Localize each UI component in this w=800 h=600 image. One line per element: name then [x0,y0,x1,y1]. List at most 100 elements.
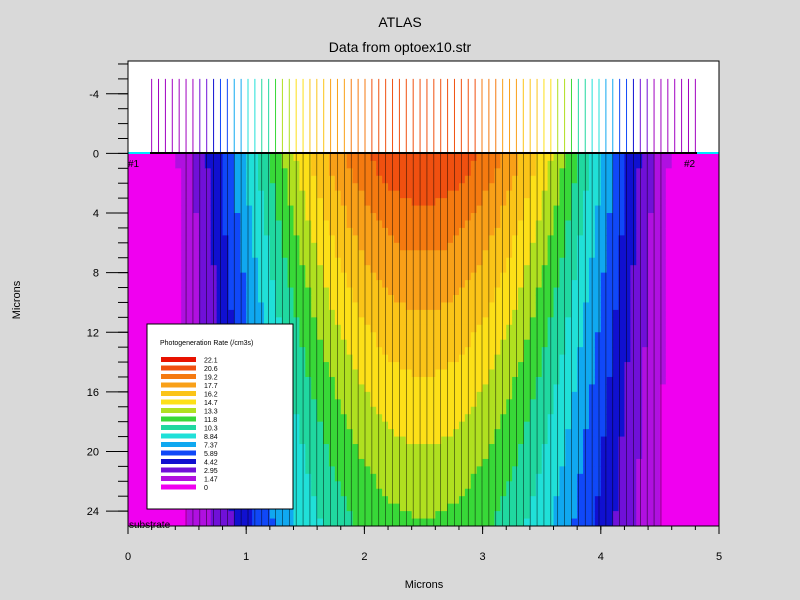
heatmap-cell [263,160,271,169]
heatmap-cell [139,444,147,453]
heatmap-cell [612,473,620,482]
heatmap-cell [571,257,578,266]
heatmap-cell [417,220,425,229]
heatmap-cell [594,235,602,244]
heatmap-cell [453,294,460,304]
heatmap-cell [435,369,442,378]
heatmap-cell [683,250,691,259]
heatmap-cell [659,168,667,177]
heatmap-cell [281,183,289,192]
heatmap-cell [683,339,691,348]
heatmap-cell [606,384,614,393]
heatmap-cell [594,280,602,289]
heatmap-cell [618,444,626,453]
heatmap-cell [435,518,442,526]
heatmap-cell [458,280,466,289]
heatmap-cell [128,272,135,281]
heatmap-cell [665,414,673,423]
heatmap-cell [677,309,685,318]
heatmap-cell [689,309,696,318]
heatmap-cell [606,213,614,222]
heatmap-cell [340,302,348,311]
heatmap-cell [435,227,442,236]
heatmap-cell [399,272,407,281]
heatmap-cell [429,153,436,162]
heatmap-cell [198,153,206,162]
heatmap-cell [417,354,425,363]
heatmap-cell [636,280,643,289]
heatmap-cell [139,384,147,393]
heatmap-cell [293,362,300,371]
heatmap-cell [594,168,602,177]
heatmap-cell [488,399,496,408]
heatmap-cell [198,302,206,311]
heatmap-cell [671,242,679,251]
heatmap-cell [240,160,247,169]
heatmap-cell [476,183,484,192]
heatmap-cell [128,332,135,341]
heatmap-cell [648,376,655,386]
heatmap-cell [559,458,566,467]
heatmap-cell [671,160,679,169]
heatmap-cell [559,511,566,520]
heatmap-cell [512,369,519,378]
heatmap-cell [600,287,608,296]
heatmap-cell [334,294,342,304]
heatmap-cell [523,429,531,438]
heatmap-cell [435,481,442,490]
heatmap-cell [494,250,501,259]
heatmap-cell [571,309,578,318]
heatmap-cell [577,280,584,289]
heatmap-cell [133,153,141,162]
heatmap-cell [311,302,318,311]
heatmap-cell [364,294,371,304]
heatmap-cell [512,406,519,415]
heatmap-cell [476,518,484,526]
heatmap-cell [287,175,295,184]
heatmap-cell [228,198,235,207]
heatmap-cell [317,175,324,184]
heatmap-cell [494,421,501,430]
heatmap-cell [618,451,626,460]
heatmap-cell [287,235,295,244]
heatmap-cell [453,399,460,408]
heatmap-cell [612,496,620,505]
heatmap-cell [281,265,289,274]
heatmap-cell [311,444,318,453]
heatmap-cell [417,272,425,281]
heatmap-cell [299,391,306,400]
heatmap-cell [340,220,348,229]
heatmap-cell [305,376,312,386]
heatmap-cell [393,444,401,453]
heatmap-cell [210,250,218,259]
heatmap-cell [553,153,561,162]
heatmap-cell [447,391,454,400]
heatmap-cell [636,242,643,251]
heatmap-cell [128,511,135,520]
heatmap-cell [518,384,525,393]
heatmap-cell [435,354,442,363]
heatmap-cell [671,294,679,304]
heatmap-cell [529,518,537,526]
heatmap-cell [234,309,241,318]
heatmap-cell [370,272,377,281]
heatmap-cell [269,220,277,229]
heatmap-cell [518,213,525,222]
heatmap-cell [648,436,655,445]
heatmap-cell [665,160,673,169]
heatmap-cell [636,287,643,296]
heatmap-cell [334,481,342,490]
heatmap-cell [559,153,566,162]
heatmap-cell [435,414,442,423]
heatmap-cell [624,324,631,333]
heatmap-cell [163,183,170,192]
heatmap-cell [512,503,519,512]
heatmap-cell [299,339,306,348]
heatmap-cell [529,444,537,453]
heatmap-cell [263,302,271,311]
heatmap-cell [642,317,649,326]
heatmap-cell [281,190,289,199]
heatmap-cell [512,384,519,393]
heatmap-cell [193,220,200,229]
heatmap-cell [571,235,578,244]
